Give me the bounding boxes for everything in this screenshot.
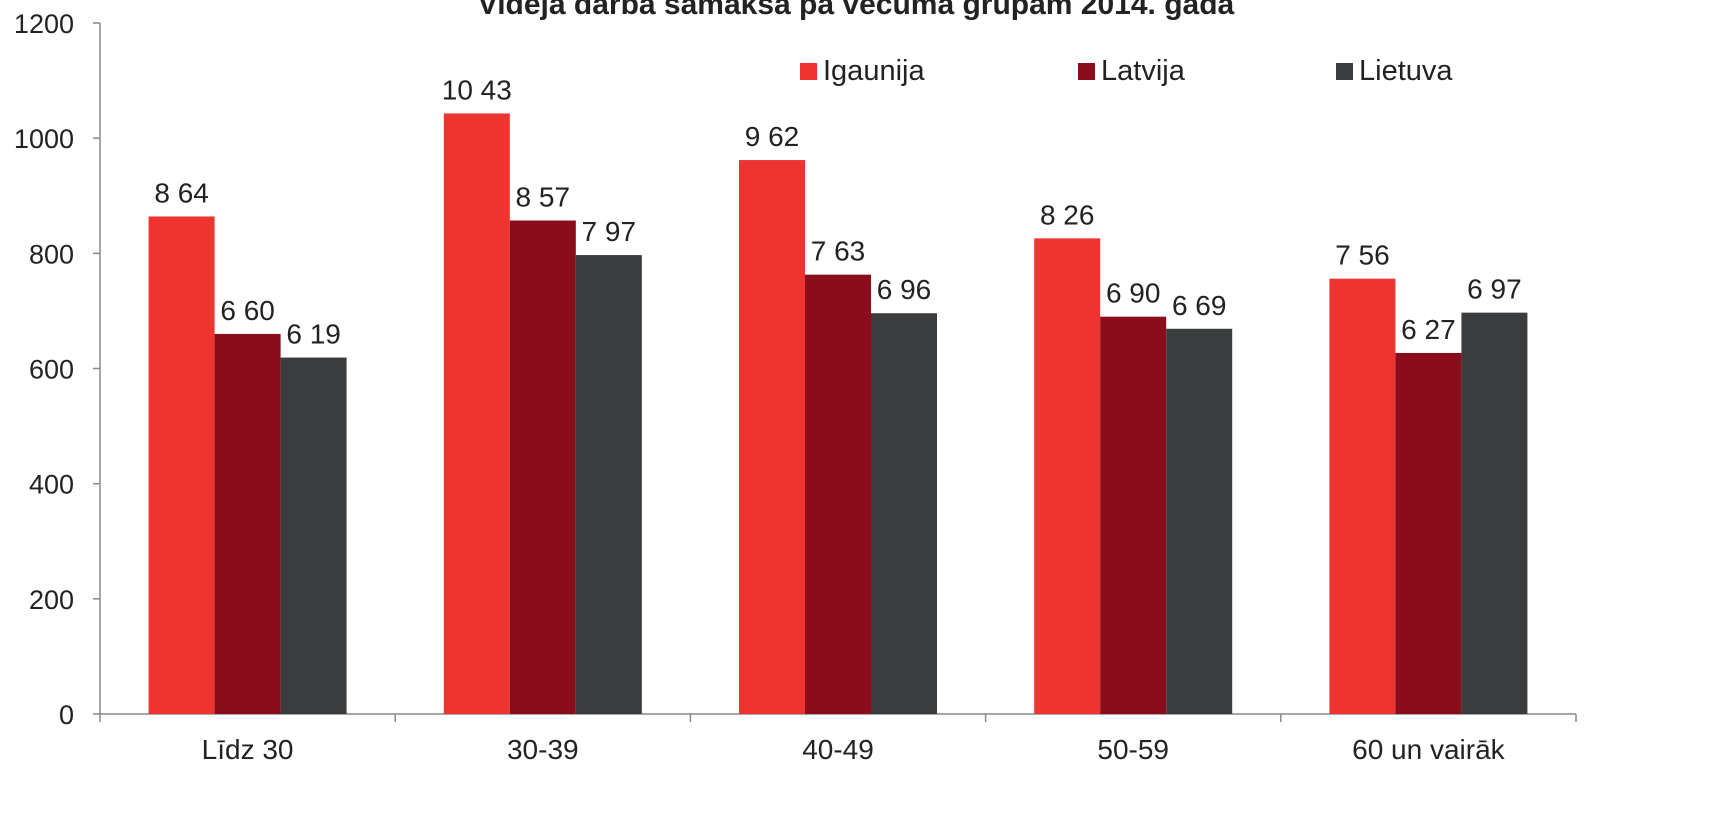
bar-latvija: [214, 333, 281, 714]
bar-latvija: [509, 220, 576, 714]
data-label: 7 63: [811, 236, 866, 267]
bar-igaunija: [443, 113, 510, 715]
data-label: 6 90: [1106, 278, 1161, 309]
bar-lietuva: [871, 313, 937, 714]
y-tick-label: 800: [29, 239, 74, 269]
bar-lietuva: [1461, 312, 1528, 714]
data-label: 7 56: [1335, 240, 1390, 271]
data-label: 8 57: [516, 182, 571, 213]
bar-igaunija: [148, 216, 215, 715]
data-label: 9 62: [745, 121, 800, 152]
bar-igaunija: [1034, 238, 1101, 714]
y-tick-label: 400: [29, 470, 74, 500]
data-label: 7 97: [582, 216, 637, 247]
data-label: 6 69: [1172, 290, 1227, 321]
chart-title: Vidējā darba samaksa pa vecuma grupām 20…: [478, 0, 1235, 21]
bar-igaunija: [739, 160, 805, 714]
legend-item-igaunija: Igaunija: [800, 55, 925, 88]
x-tick-label: 60 un vairāk: [1352, 734, 1506, 765]
legend-label: Lietuva: [1359, 55, 1453, 87]
y-tick-label: 0: [59, 700, 74, 730]
y-tick-label: 1000: [14, 124, 74, 154]
bar-latvija: [1100, 316, 1167, 714]
legend: Igaunija Latvija Lietuva: [800, 55, 1500, 95]
y-tick-label: 600: [29, 355, 74, 385]
data-label: 6 97: [1467, 274, 1522, 305]
data-label: 6 96: [877, 274, 932, 305]
data-label: 6 19: [286, 319, 341, 350]
legend-swatch-latvija: [1078, 63, 1095, 80]
bar-igaunija: [1329, 278, 1396, 714]
y-tick-label: 1200: [14, 9, 74, 39]
data-label: 6 27: [1401, 314, 1456, 345]
bar-lietuva: [1166, 328, 1233, 714]
bar-latvija: [805, 274, 871, 714]
legend-item-latvija: Latvija: [1078, 55, 1185, 88]
bars-group: [148, 113, 1528, 715]
data-label: 8 64: [154, 177, 209, 208]
x-tick-label: Līdz 30: [202, 734, 294, 765]
data-label: 6 60: [220, 295, 275, 326]
legend-swatch-lietuva: [1336, 63, 1353, 80]
y-tick-label: 200: [29, 585, 74, 615]
x-tick-label: 50-59: [1097, 734, 1169, 765]
data-label: 8 26: [1040, 199, 1095, 230]
axes: 0 200 400 600 800 1000 1200 Līdz 30 30-39 40-49 50…: [14, 9, 1577, 765]
data-labels-group: 8 64 10 43 9 62 8 26 7 56 6 60 8 57 7 63 6 90 6 2…: [154, 74, 1521, 349]
bar-latvija: [1395, 352, 1462, 714]
x-tick-label: 40-49: [802, 734, 874, 765]
x-tick-label: 30-39: [507, 734, 579, 765]
legend-swatch-igaunija: [800, 63, 817, 80]
data-label: 10 43: [442, 74, 512, 105]
legend-label: Igaunija: [823, 55, 925, 87]
legend-item-lietuva: Lietuva: [1336, 55, 1453, 88]
bar-lietuva: [575, 255, 642, 714]
bar-lietuva: [280, 357, 347, 714]
legend-label: Latvija: [1101, 55, 1185, 87]
